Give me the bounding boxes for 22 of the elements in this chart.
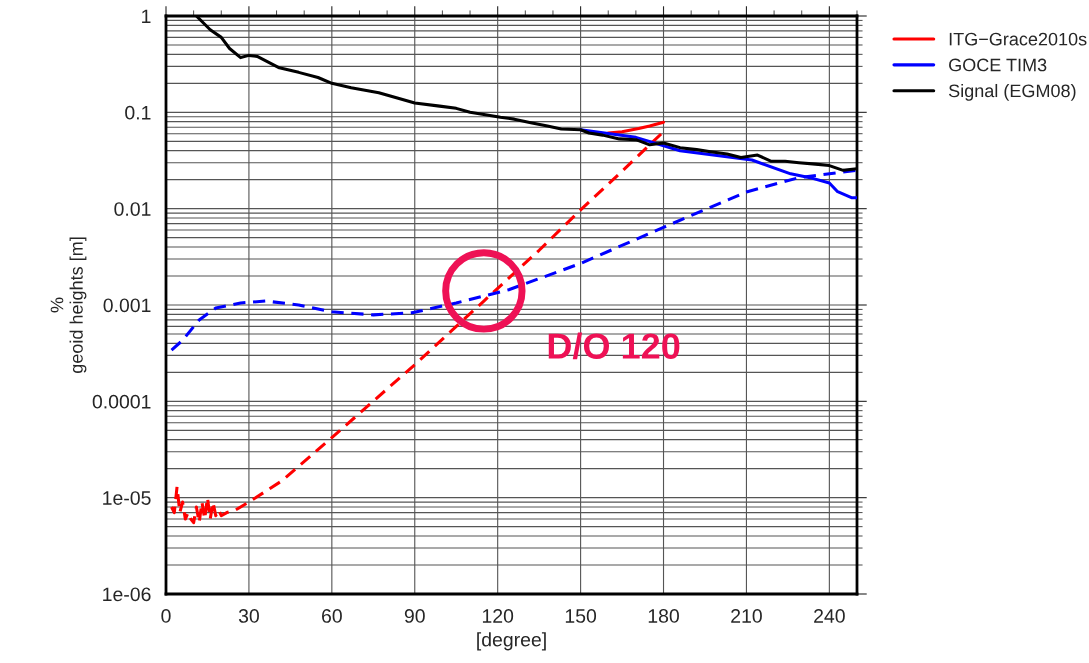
x-tick-label: 90 bbox=[404, 609, 425, 623]
y-tick-label: 1 bbox=[142, 9, 151, 24]
x-tick-label: 150 bbox=[565, 609, 597, 623]
x-tick-label: 180 bbox=[648, 609, 679, 623]
x-tick-label: 30 bbox=[238, 609, 259, 623]
line-series bbox=[606, 120, 666, 135]
y-tick-label: 1e-06 bbox=[103, 587, 151, 602]
y-axis-title: % geoid heights [m] bbox=[50, 237, 87, 373]
y-tick-label: 1e-05 bbox=[103, 491, 151, 505]
y-tick-label: 0.01 bbox=[114, 202, 151, 216]
x-tick-label: 120 bbox=[482, 609, 514, 623]
legend-label: Signal (EGM08) bbox=[948, 83, 1076, 101]
y-tick-label: 0.1 bbox=[125, 105, 151, 120]
x-tick-label: 210 bbox=[731, 609, 762, 623]
y-tick-label: 0.001 bbox=[103, 298, 151, 313]
x-axis-title: [degree] bbox=[477, 632, 546, 651]
legend-label: ITG−Grace2010s bbox=[949, 32, 1087, 46]
x-tick-label: 0 bbox=[161, 609, 171, 623]
x-tick-label: 60 bbox=[322, 609, 342, 623]
y-tick-label: 0.0001 bbox=[92, 394, 151, 409]
x-tick-label: 240 bbox=[814, 609, 845, 623]
legend-label: GOCE TIM3 bbox=[949, 58, 1047, 72]
